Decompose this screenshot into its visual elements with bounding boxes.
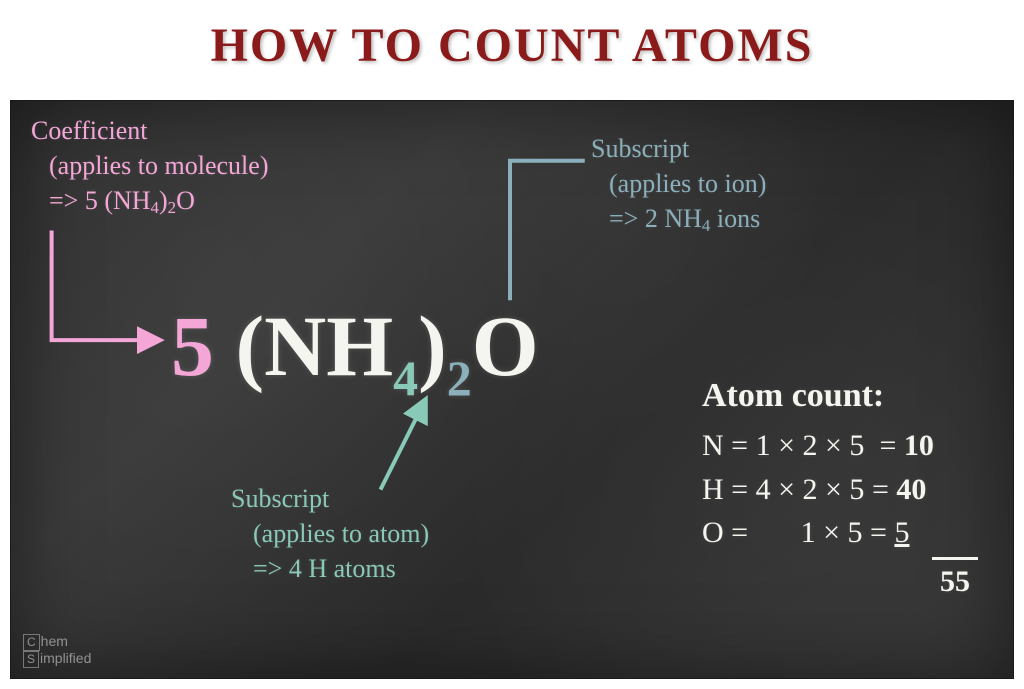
ion-line1: Subscript [591, 131, 766, 166]
formula-coefficient: 5 [171, 298, 214, 394]
brand-logo: Chem Simplified [23, 634, 91, 668]
atom-count-row-n: N = 1 × 2 × 5 = 10 [702, 424, 978, 468]
coef-line3: => 5 (NH4)2O [31, 183, 268, 220]
page-title: HOW TO COUNT ATOMS [0, 0, 1024, 83]
ion-line2: (applies to ion) [591, 166, 766, 201]
coef-line1: Coefficient [31, 113, 268, 148]
atom-count-block: Atom count: N = 1 × 2 × 5 = 10 H = 4 × 2… [702, 371, 978, 603]
atom-count-header: Atom count: [702, 371, 978, 420]
formula-last: O [472, 298, 539, 394]
chalkboard: Coefficient (applies to molecule) => 5 (… [10, 100, 1014, 679]
annotation-subscript-atom: Subscript (applies to atom) => 4 H atoms [231, 481, 429, 586]
formula-sub2: 2 [447, 350, 472, 406]
chemical-formula: 5 (NH4)2O [171, 296, 539, 407]
coef-line2: (applies to molecule) [31, 148, 268, 183]
annotation-coefficient: Coefficient (applies to molecule) => 5 (… [31, 113, 268, 220]
arrow-subscript-atom [380, 400, 425, 490]
atom-count-row-o: O = 1 × 5 = 5 [702, 511, 978, 555]
arrow-coefficient [52, 231, 160, 341]
formula-sub4: 4 [393, 350, 418, 406]
atom-count-total: 55 [932, 557, 978, 604]
atom-line1: Subscript [231, 481, 429, 516]
annotation-subscript-ion: Subscript (applies to ion) => 2 NH4 ions [591, 131, 766, 238]
formula-close: ) [418, 298, 447, 394]
atom-line2: (applies to atom) [231, 516, 429, 551]
ion-line3: => 2 NH4 ions [591, 201, 766, 238]
atom-count-row-h: H = 4 × 2 × 5 = 40 [702, 468, 978, 512]
arrow-subscript-ion [510, 161, 585, 301]
atom-line3: => 4 H atoms [231, 551, 429, 586]
formula-open: (NH [214, 298, 393, 394]
